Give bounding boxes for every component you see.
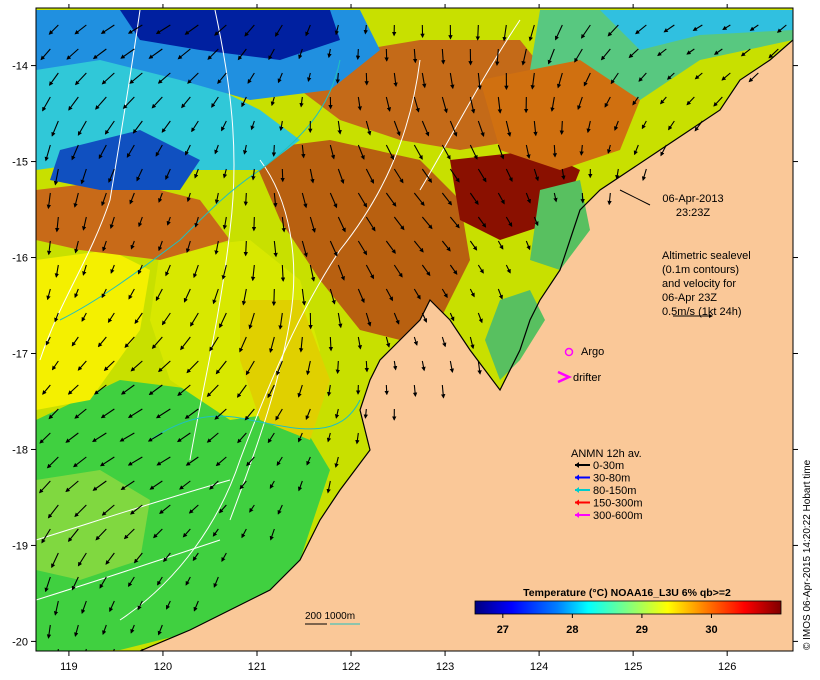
- x-tick-label: 126: [718, 661, 736, 673]
- colorbar-tick-label: 27: [497, 624, 509, 636]
- altimetry-line-3: and velocity for: [662, 278, 736, 290]
- credit-text: © IMOS 06-Apr-2015 14:20:22 Hobart time: [802, 459, 813, 650]
- anmn-item-label: 30-80m: [593, 473, 630, 485]
- colorbar-tick-label: 29: [636, 624, 648, 636]
- altimetry-line-4: 06-Apr 23Z: [662, 292, 717, 304]
- datetime-line2: 23:23Z: [676, 207, 711, 219]
- colorbar-title: Temperature (°C) NOAA16_L3U 6% qb>=2: [523, 587, 731, 599]
- anmn-item-label: 80-150m: [593, 485, 636, 497]
- y-tick-label: -15: [12, 157, 28, 169]
- plot-frame: [35, 7, 794, 652]
- y-tick-label: -18: [12, 444, 28, 456]
- drifter-label: drifter: [573, 372, 601, 384]
- datetime-line1: 06-Apr-2013: [662, 193, 723, 205]
- x-tick-label: 122: [342, 661, 360, 673]
- x-tick-label: 121: [248, 661, 266, 673]
- x-tick-label: 120: [154, 661, 172, 673]
- argo-marker: [564, 347, 574, 357]
- altimetry-line-2: (0.1m contours): [662, 264, 739, 276]
- altimetry-line-5: 0.5m/s (1kt 24h): [662, 306, 741, 318]
- y-tick-label: -17: [12, 348, 28, 360]
- altimetry-line-1: Altimetric sealevel: [662, 250, 751, 262]
- y-tick-label: -19: [12, 540, 28, 552]
- drifter-marker: [557, 370, 573, 384]
- anmn-item-label: 150-300m: [593, 498, 643, 510]
- x-tick-label: 125: [624, 661, 642, 673]
- anmn-legend: ANMN 12h av. 0-30m30-80m80-150m150-300m3…: [571, 448, 643, 522]
- coastline: [139, 39, 793, 651]
- isobath-label: 200 1000m: [305, 611, 355, 622]
- y-tick-label: -14: [12, 61, 28, 73]
- colorbar-tick-label: 28: [566, 624, 578, 636]
- anmn-item-label: 0-30m: [593, 460, 624, 472]
- y-tick-label: -16: [12, 253, 28, 265]
- anmn-item-label: 300-600m: [593, 510, 643, 522]
- altimetry-legend: Altimetric sealevel (0.1m contours) and …: [662, 250, 751, 318]
- anmn-title: ANMN 12h av.: [571, 448, 642, 460]
- x-tick-label: 123: [436, 661, 454, 673]
- velocity-vectors: [39, 24, 787, 651]
- x-tick-label: 124: [530, 661, 548, 673]
- y-tick-label: -20: [12, 636, 28, 648]
- datetime-pointer: [619, 189, 651, 206]
- colorbar: Temperature (°C) NOAA16_L3U 6% qb>=2 27 2…: [474, 587, 782, 636]
- colorbar-gradient: [474, 600, 782, 615]
- isobath-200m: [59, 59, 341, 321]
- x-tick-label: 119: [60, 661, 78, 673]
- y-axis: -14 -15 -16 -17 -18 -19 -20: [12, 61, 798, 648]
- sealevel-contours: [36, 9, 521, 621]
- sst-field: [36, 10, 793, 651]
- colorbar-tick-label: 30: [705, 624, 717, 636]
- argo-label: Argo: [581, 346, 604, 358]
- x-axis: 119 120 121 122 123 124 125 126: [60, 4, 736, 673]
